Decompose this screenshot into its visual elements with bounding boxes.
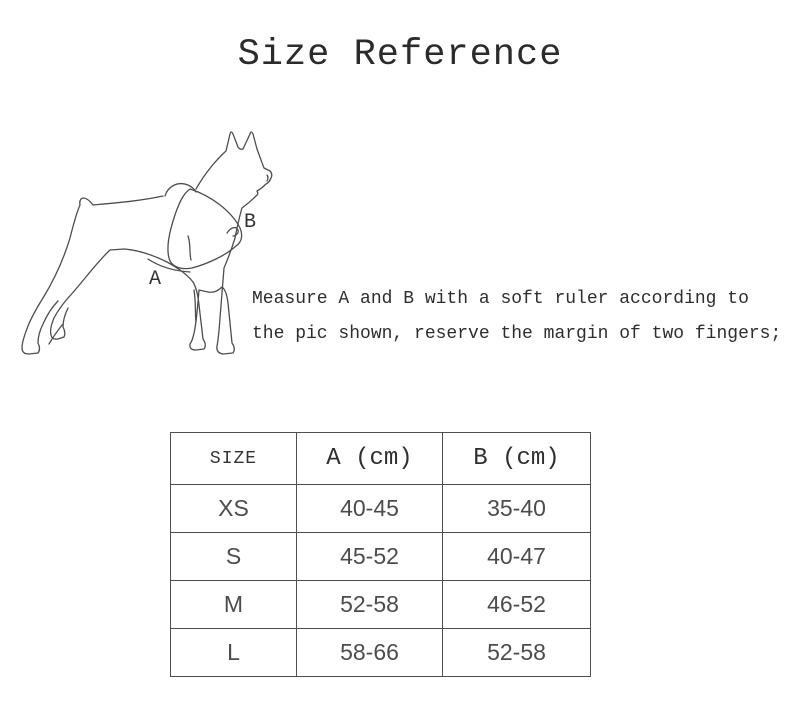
b-value: 35-40: [442, 484, 591, 533]
dog-detail-line: [187, 235, 192, 261]
table-header-row: SIZE A (cm) B (cm): [170, 432, 591, 485]
col-header-size: SIZE: [170, 432, 297, 485]
measuring-instructions: Measure A and B with a soft ruler accord…: [252, 282, 781, 352]
size-value: S: [170, 532, 297, 581]
dog-detail-line: [193, 289, 197, 323]
table-row-m: M 52-58 46-52: [170, 580, 591, 629]
b-value: 52-58: [442, 628, 591, 677]
b-value: 46-52: [442, 580, 591, 629]
dog-body-outline: [49, 131, 273, 355]
table-row-s: S 45-52 40-47: [170, 532, 591, 581]
a-value: 40-45: [296, 484, 443, 533]
harness-girth-strap: [147, 258, 191, 273]
dog-back-outline: [21, 195, 164, 355]
col-header-b: B (cm): [442, 432, 591, 485]
harness-buckle: [226, 226, 239, 237]
page-title: Size Reference: [237, 34, 563, 76]
size-value: L: [170, 628, 297, 677]
instruction-line-2: the pic shown, reserve the margin of two…: [252, 324, 782, 344]
dog-nostril: [266, 174, 269, 182]
b-value: 40-47: [442, 532, 591, 581]
a-value: 58-66: [296, 628, 443, 677]
instruction-line-1: Measure A and B with a soft ruler accord…: [252, 289, 749, 309]
a-value: 45-52: [296, 532, 443, 581]
dog-harness-illustration: [21, 131, 273, 355]
size-value: XS: [170, 484, 297, 533]
measurement-label-a: A: [149, 268, 162, 291]
table-row-xs: XS 40-45 35-40: [170, 484, 591, 533]
measurement-label-b: B: [244, 211, 257, 234]
harness-loop: [167, 188, 243, 270]
size-table: SIZE A (cm) B (cm) XS 40-45 35-40 S 45-5…: [170, 432, 591, 677]
dog-leg-line: [48, 323, 64, 345]
a-value: 52-58: [296, 580, 443, 629]
size-value: M: [170, 580, 297, 629]
harness-handle: [164, 182, 197, 197]
col-header-a: A (cm): [296, 432, 443, 485]
table-row-l: L 58-66 52-58: [170, 628, 591, 677]
